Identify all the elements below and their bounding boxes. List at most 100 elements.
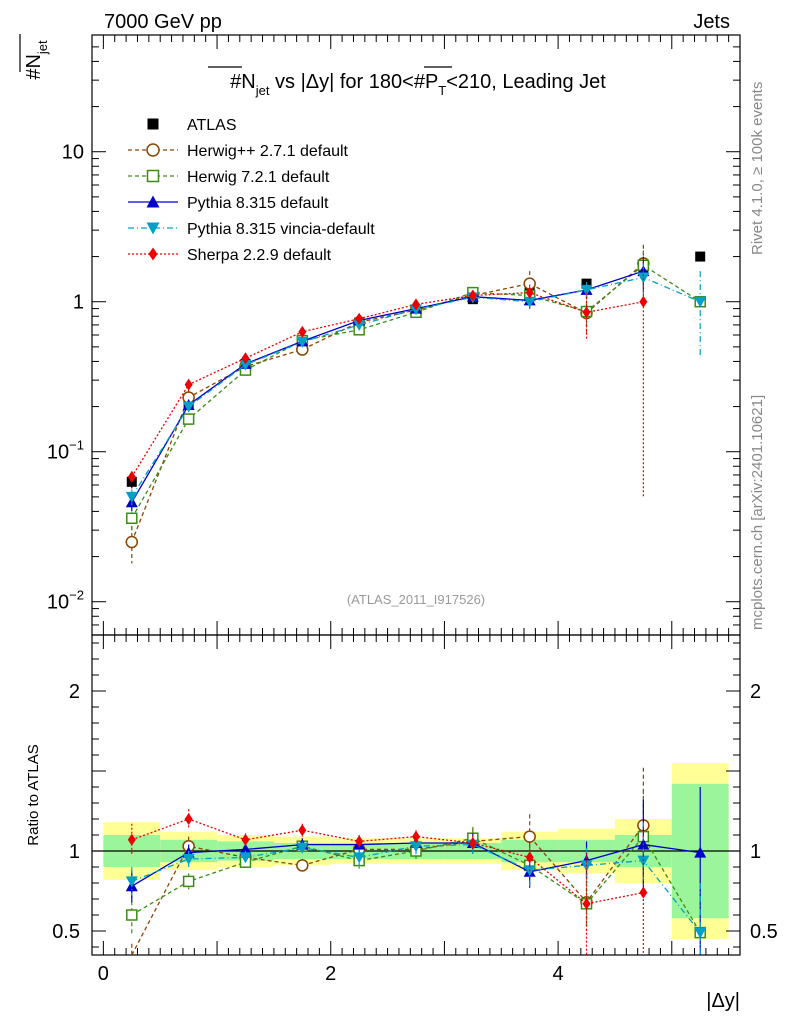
data-point (239, 359, 252, 371)
data-point (353, 852, 366, 864)
series-line (131, 262, 644, 543)
data-point (412, 830, 420, 843)
legend-marker (147, 118, 159, 130)
data-point (184, 378, 193, 391)
data-point (468, 837, 477, 849)
data-point (298, 325, 307, 338)
ratio-y-tick-label-right: 1 (750, 841, 761, 863)
legend-label: Herwig++ 2.7.1 default (187, 143, 349, 160)
main-series-herwig-7-2-1-default (126, 250, 706, 535)
legend-item-herwig-7-2-1-default: Herwig 7.2.1 default (128, 169, 330, 186)
data-point (694, 846, 707, 858)
legend-item-atlas: ATLAS (147, 117, 237, 134)
data-point (355, 835, 364, 848)
legend-label: Pythia 8.315 vincia-default (187, 221, 375, 238)
main-series-atlas (126, 251, 706, 489)
data-point (694, 927, 707, 939)
data-point (694, 296, 707, 308)
legend-marker (148, 247, 158, 261)
watermark-label: (ATLAS_2011_I917526) (347, 592, 485, 607)
axis-ticks: 10−2 10−1 1 10 0.5 0.5 1 1 2 2 0 2 4 (47, 34, 778, 985)
legend-item-pythia-8-315-default: Pythia 8.315 default (128, 195, 329, 212)
series-line (131, 818, 644, 905)
x-tick-label: 4 (553, 963, 564, 985)
y-tick-label: 10−1 (47, 438, 84, 464)
data-point (239, 843, 252, 855)
data-point (695, 251, 706, 262)
data-point (182, 401, 195, 413)
header-left: 7000 GeV pp (104, 11, 222, 33)
data-point (582, 897, 591, 910)
data-point (525, 286, 534, 299)
y-tick-label: 1 (73, 292, 84, 314)
data-point (468, 289, 477, 302)
data-point (523, 830, 536, 843)
data-point (241, 352, 250, 365)
legend-label: Pythia 8.315 default (187, 195, 329, 212)
data-point (184, 813, 193, 825)
legend-marker (146, 222, 160, 235)
data-point (412, 298, 420, 311)
legend-label: Sherpa 2.2.9 default (187, 247, 332, 264)
data-point (296, 842, 309, 854)
data-point (126, 909, 138, 921)
data-point (582, 306, 591, 319)
legend-item-pythia-8-315-vincia-default: Pythia 8.315 vincia-default (128, 221, 375, 238)
legend-label: Herwig 7.2.1 default (187, 169, 330, 186)
x-axis-label: |Δy| (706, 990, 740, 1012)
data-point (523, 296, 536, 308)
data-point (125, 491, 138, 503)
ratio-y-tick-label: 2 (69, 681, 80, 703)
data-point (127, 470, 136, 483)
y-axis-label-ratio: Ratio to ATLAS (25, 744, 42, 845)
ratio-series-sherpa-2-2-9-default (127, 809, 648, 955)
series-line (131, 291, 644, 478)
side-label-top: Rivet 4.1.0, ≥ 100k events (749, 82, 766, 255)
data-point (410, 841, 422, 853)
data-point (353, 319, 366, 331)
series-line (131, 270, 644, 503)
y-tick-label: 10−2 (47, 588, 84, 614)
legend-marker (146, 143, 160, 157)
x-tick-label: 2 (325, 963, 336, 985)
legend-item-sherpa-2-2-9-default: Sherpa 2.2.9 default (128, 247, 332, 264)
data-point (639, 295, 648, 308)
side-label-bottom: mcplots.cern.ch [arXiv:2401.10621] (749, 395, 766, 630)
main-series-pythia-8-315-default (125, 256, 650, 512)
ratio-plot-frame (91, 634, 741, 956)
series-line (131, 264, 701, 519)
ratio-y-tick-label-right: 0.5 (750, 921, 778, 943)
header-right: Jets (693, 11, 730, 33)
ratio-y-tick-label: 0.5 (52, 921, 80, 943)
data-point (296, 336, 309, 348)
data-point (182, 854, 195, 865)
data-series (125, 244, 707, 956)
data-point (525, 851, 534, 864)
legend: ATLAS Herwig++ 2.7.1 default Herwig 7.2.1 … (128, 117, 375, 264)
data-point (239, 852, 252, 864)
data-point (125, 876, 138, 888)
data-point (127, 833, 136, 846)
x-tick-label: 0 (98, 963, 109, 985)
data-point (298, 824, 307, 837)
legend-marker (146, 195, 160, 208)
legend-item-herwig-2-7-1-default: Herwig++ 2.7.1 default (128, 143, 349, 160)
series-line (131, 825, 644, 956)
data-point (125, 535, 139, 549)
data-point (580, 284, 593, 296)
data-point (182, 413, 195, 425)
legend-label: ATLAS (187, 117, 237, 134)
data-point (126, 512, 138, 525)
data-point (182, 875, 195, 888)
ratio-y-tick-label-right: 2 (750, 681, 761, 703)
main-series-sherpa-2-2-9-default (127, 258, 648, 497)
data-point (639, 886, 648, 899)
main-title: #Njet vs |Δy| for 180<#PT<210, Leading J… (230, 71, 606, 98)
data-point (637, 272, 650, 284)
data-point (241, 833, 250, 846)
y-axis-label-main: #Njet (19, 34, 50, 80)
data-point (296, 859, 309, 872)
legend-marker (146, 169, 160, 183)
data-point (355, 312, 364, 325)
